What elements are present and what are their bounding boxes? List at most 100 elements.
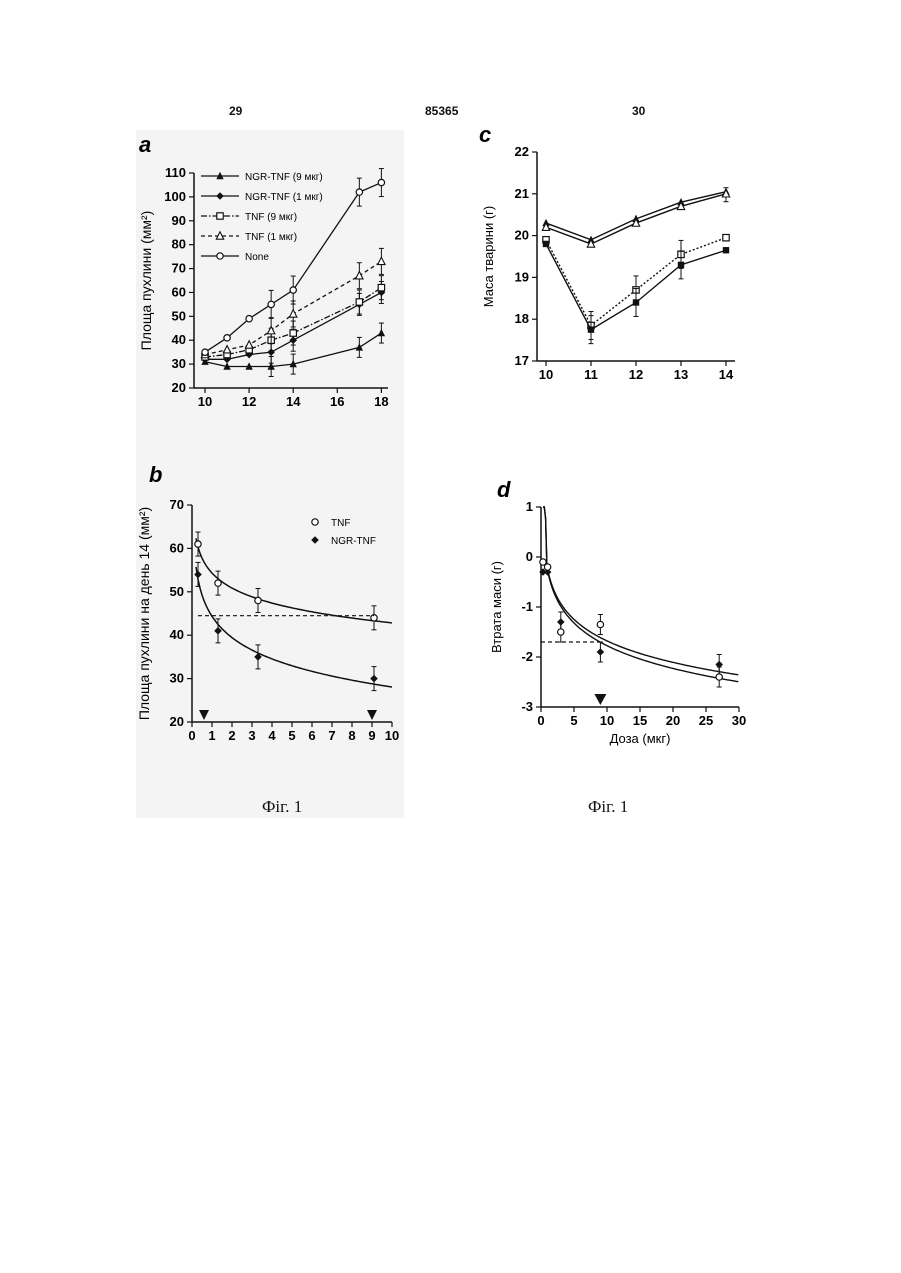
x-tick-label: 3 bbox=[248, 728, 255, 743]
y-tick-label: 90 bbox=[172, 213, 186, 228]
data-point bbox=[194, 571, 202, 579]
x-tick-label: 30 bbox=[732, 713, 746, 728]
data-point bbox=[245, 341, 252, 348]
x-tick-label: 9 bbox=[368, 728, 375, 743]
figure-caption-left: Фіг. 1 bbox=[262, 797, 302, 817]
y-tick-label: 110 bbox=[165, 165, 186, 180]
y-tick-label: 50 bbox=[170, 584, 184, 599]
data-point bbox=[223, 346, 230, 353]
panel-letter: d bbox=[497, 477, 511, 502]
y-tick-label: 19 bbox=[515, 269, 529, 284]
data-point bbox=[215, 580, 221, 586]
data-point bbox=[255, 597, 261, 603]
y-tick-label: 1 bbox=[526, 499, 533, 514]
y-axis-label: Маса тварини (г) bbox=[481, 206, 496, 307]
y-tick-label: 70 bbox=[170, 497, 184, 512]
y-tick-label: 70 bbox=[172, 261, 186, 276]
y-tick-label: -1 bbox=[521, 599, 533, 614]
x-tick-label: 1 bbox=[208, 728, 215, 743]
legend-label: TNF (1 мкг) bbox=[245, 232, 297, 243]
figure-caption-right: Фіг. 1 bbox=[588, 797, 628, 817]
data-point bbox=[597, 621, 603, 627]
x-tick-label: 12 bbox=[629, 367, 643, 382]
data-point bbox=[246, 316, 252, 322]
legend-label: NGR-TNF bbox=[331, 536, 376, 547]
data-point bbox=[370, 675, 378, 683]
y-axis-label: Втрата маси (г) bbox=[489, 561, 504, 653]
data-point bbox=[678, 262, 684, 268]
legend-label: NGR-TNF (9 мкг) bbox=[245, 172, 323, 183]
y-tick-label: 40 bbox=[170, 627, 184, 642]
fitted-curve bbox=[196, 538, 392, 623]
legend-marker bbox=[217, 213, 223, 219]
x-tick-label: 12 bbox=[242, 394, 256, 409]
x-tick-label: 7 bbox=[328, 728, 335, 743]
legend-label: TNF bbox=[331, 518, 350, 529]
fitted-curve bbox=[543, 507, 738, 682]
data-point bbox=[268, 301, 274, 307]
y-tick-label: 50 bbox=[172, 308, 186, 323]
x-tick-label: 16 bbox=[330, 394, 344, 409]
data-point bbox=[716, 674, 722, 680]
x-tick-label: 8 bbox=[348, 728, 355, 743]
data-point bbox=[378, 284, 384, 290]
page-number-left: 29 bbox=[229, 104, 242, 118]
legend-marker bbox=[216, 192, 224, 200]
x-tick-label: 0 bbox=[188, 728, 195, 743]
y-tick-label: 80 bbox=[172, 237, 186, 252]
y-tick-label: -3 bbox=[521, 699, 533, 714]
y-tick-label: 0 bbox=[526, 549, 533, 564]
x-tick-label: 2 bbox=[228, 728, 235, 743]
data-point bbox=[290, 310, 297, 317]
chart-panel-c: c1718192021221011121314Маса тварини (г) bbox=[475, 120, 755, 390]
legend-marker bbox=[217, 253, 223, 259]
data-point bbox=[543, 241, 549, 247]
legend-label: None bbox=[245, 252, 269, 263]
y-tick-label: 21 bbox=[515, 186, 529, 201]
x-tick-label: 10 bbox=[600, 713, 614, 728]
dose-arrow-marker bbox=[367, 710, 377, 720]
x-tick-label: 5 bbox=[288, 728, 295, 743]
legend-label: TNF (9 мкг) bbox=[245, 212, 297, 223]
y-tick-label: 40 bbox=[172, 332, 186, 347]
y-tick-label: 100 bbox=[164, 189, 186, 204]
chart-panel-d: d-3-2-101051015202530Втрата маси (г)Доза… bbox=[475, 475, 755, 765]
data-point bbox=[356, 272, 363, 279]
y-tick-label: 20 bbox=[170, 714, 184, 729]
y-tick-label: 30 bbox=[170, 671, 184, 686]
dose-arrow-marker bbox=[199, 710, 209, 720]
y-tick-label: 18 bbox=[515, 311, 529, 326]
y-tick-label: 30 bbox=[172, 356, 186, 371]
data-point bbox=[558, 629, 564, 635]
data-point bbox=[356, 189, 362, 195]
data-point bbox=[633, 299, 639, 305]
x-tick-label: 14 bbox=[719, 367, 734, 382]
data-point bbox=[202, 349, 208, 355]
data-point bbox=[290, 287, 296, 293]
x-tick-label: 13 bbox=[674, 367, 688, 382]
legend-marker bbox=[312, 519, 318, 525]
x-tick-label: 20 bbox=[666, 713, 680, 728]
x-tick-label: 11 bbox=[584, 367, 598, 382]
x-tick-label: 5 bbox=[570, 713, 577, 728]
x-tick-label: 25 bbox=[699, 713, 713, 728]
legend-marker bbox=[311, 536, 319, 544]
x-axis-label: Доза (мкг) bbox=[610, 731, 671, 746]
data-point bbox=[378, 257, 385, 264]
data-point bbox=[378, 329, 385, 336]
data-point bbox=[356, 343, 363, 350]
x-tick-label: 4 bbox=[268, 728, 276, 743]
y-axis-label: Площа пухлини на день 14 (мм²) bbox=[136, 507, 152, 720]
panel-letter: b bbox=[149, 462, 162, 487]
chart-panel-a: a20304050607080901001101012141618Площа п… bbox=[135, 130, 405, 420]
data-point bbox=[378, 179, 384, 185]
data-point bbox=[224, 335, 230, 341]
panel-letter: c bbox=[479, 122, 491, 147]
legend-label: NGR-TNF (1 мкг) bbox=[245, 192, 323, 203]
document-number: 85365 bbox=[425, 104, 458, 118]
data-point bbox=[544, 564, 550, 570]
x-tick-label: 14 bbox=[286, 394, 301, 409]
y-tick-label: 20 bbox=[515, 228, 529, 243]
x-tick-label: 15 bbox=[633, 713, 647, 728]
fitted-curve bbox=[543, 507, 738, 675]
